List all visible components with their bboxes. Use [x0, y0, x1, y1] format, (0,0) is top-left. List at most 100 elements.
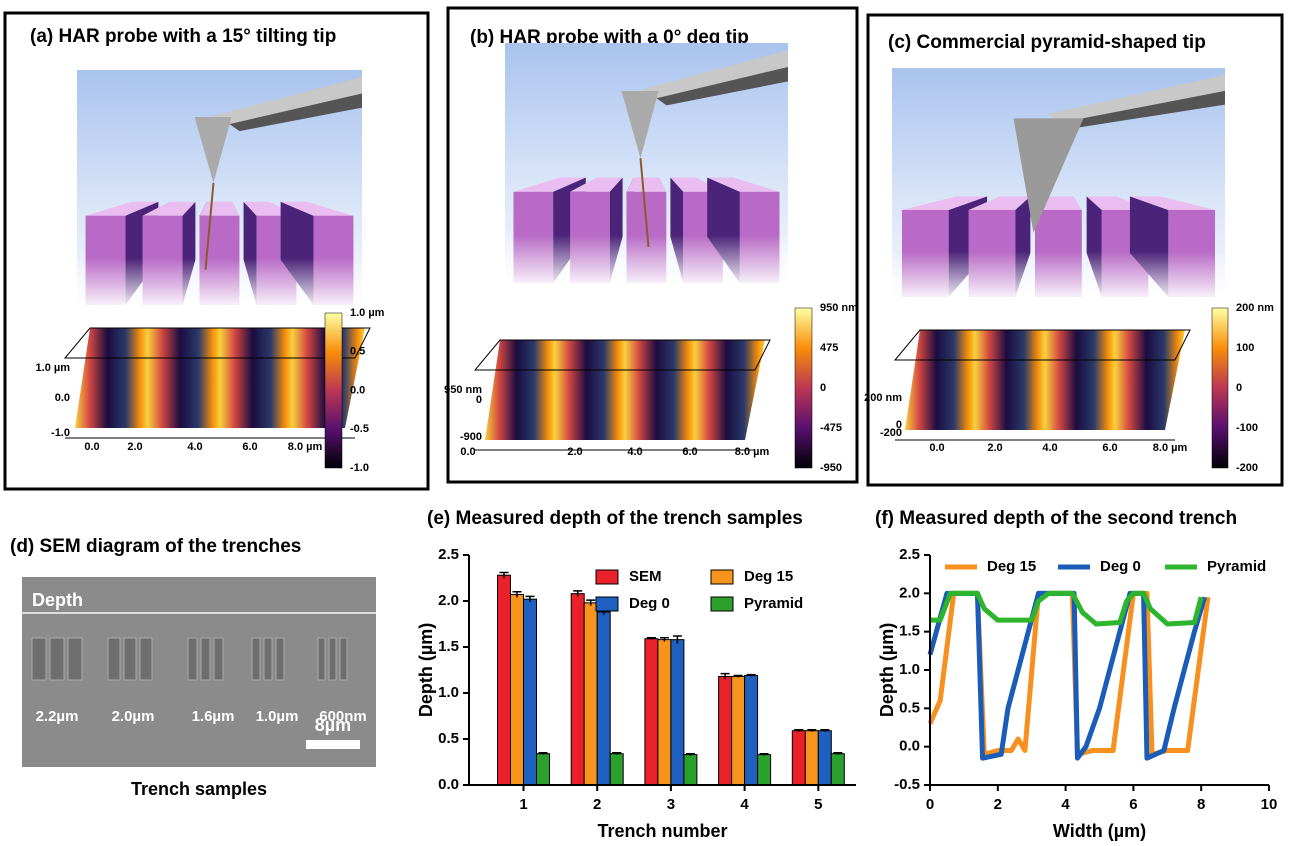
- panel-title: (a) HAR probe with a 15° tilting tip: [30, 26, 336, 47]
- block-top: [85, 201, 159, 216]
- error-bar: [720, 672, 730, 680]
- chart-title: (f) Measured depth of the second trench: [875, 508, 1237, 529]
- surface: [485, 340, 765, 440]
- error-bar: [612, 752, 622, 755]
- z-label: 950 nm: [444, 384, 482, 396]
- colorbar-label: 100: [1236, 342, 1254, 354]
- bar: [683, 754, 698, 786]
- panel-frame: [446, 6, 859, 484]
- sem-trench: [317, 637, 326, 681]
- sem-size: 2.2µm: [36, 708, 79, 725]
- error-bar: [794, 729, 804, 732]
- block-top: [901, 196, 988, 210]
- render-fade: [77, 258, 362, 305]
- line-series: [930, 590, 1204, 627]
- colorbar-label: -1.0: [350, 462, 369, 474]
- y-tick-label: 1.0: [899, 661, 920, 678]
- bar: [596, 611, 611, 786]
- x-axis-label: Trench number: [597, 821, 727, 841]
- colorbar-label: -0.5: [350, 423, 369, 435]
- sem-size: 1.0µm: [256, 708, 299, 725]
- y-tick-label: 2.0: [899, 584, 920, 601]
- x-tick-label: 6: [1129, 796, 1137, 813]
- y-tick-label: 1.5: [899, 623, 920, 640]
- y-axis-label: Depth (µm): [877, 623, 897, 717]
- probe-body: [621, 91, 659, 159]
- x-tick-label: 4: [740, 796, 749, 813]
- x-label: 0.0: [460, 446, 475, 458]
- legend-label: Deg 0: [629, 595, 670, 612]
- y-tick-label: 0.5: [899, 699, 920, 716]
- y-tick-label: 1.0: [438, 684, 459, 701]
- sem-trench: [200, 637, 211, 681]
- bar: [644, 638, 659, 786]
- colorbar-label: 950 nm: [820, 302, 858, 314]
- block-top: [707, 177, 780, 192]
- surface: [905, 330, 1185, 430]
- x-tick-label: 3: [667, 796, 675, 813]
- colorbar-label: 0: [820, 382, 826, 394]
- probe-needle: [204, 182, 215, 270]
- content: (a) HAR probe with a 15° tilting tip 1.0 …: [3, 6, 1284, 841]
- y-tick-label: 0.0: [438, 776, 459, 793]
- z-label: 0: [896, 419, 902, 431]
- y-tick-label: -0.5: [894, 776, 920, 793]
- colorbar: [324, 312, 343, 469]
- sem-trench: [49, 637, 65, 681]
- x-label: 6.0: [242, 441, 257, 453]
- block-top: [280, 201, 354, 216]
- panel-frame: [866, 13, 1284, 487]
- legend-swatch: [595, 569, 619, 585]
- bar: [497, 574, 511, 786]
- z-label: 200 nm: [864, 392, 902, 404]
- cantilever-top: [636, 50, 788, 101]
- error-bar: [573, 590, 583, 597]
- probe-tip: [1013, 118, 1084, 233]
- surface-box: [893, 329, 1191, 361]
- bar: [536, 753, 550, 786]
- error-bar: [525, 595, 535, 602]
- colorbar: [794, 307, 813, 469]
- z-label: 0.0: [55, 392, 70, 404]
- sem-size: 2.0µm: [112, 708, 155, 725]
- bar: [510, 594, 524, 786]
- x-label: 4.0: [1042, 442, 1057, 454]
- legend-label: Pyramid: [1207, 558, 1266, 575]
- error-bar: [538, 752, 548, 755]
- bar: [744, 675, 759, 786]
- bar: [609, 753, 624, 786]
- legend-label: Pyramid: [744, 595, 803, 612]
- error-bar: [586, 599, 596, 606]
- x-tick-label: 0: [926, 796, 934, 813]
- colorbar-label: -100: [1236, 422, 1258, 434]
- surface-box: [473, 339, 771, 371]
- sem-scale-bar: [306, 740, 360, 749]
- error-bar: [512, 591, 522, 598]
- block-top: [513, 177, 586, 192]
- sem-size: 1.6µm: [192, 708, 235, 725]
- block-top: [142, 201, 196, 216]
- y-tick-label: 2.0: [438, 592, 459, 609]
- y-axis-label: Depth (µm): [416, 623, 436, 717]
- render-fade: [892, 251, 1225, 297]
- block-top: [199, 201, 240, 216]
- sem-trench: [275, 637, 285, 681]
- render-fade: [505, 235, 788, 283]
- cantilever-top: [1048, 74, 1225, 123]
- x-label: 8.0 µm: [735, 446, 770, 458]
- sem-trench: [339, 637, 348, 681]
- block-top: [968, 196, 1031, 210]
- panel-frame: [3, 11, 430, 491]
- sem-size: 600nm: [319, 708, 367, 725]
- colorbar-label: -950: [820, 462, 842, 474]
- x-label: 4.0: [187, 441, 202, 453]
- z-label: -200: [880, 427, 902, 439]
- chart-title: (e) Measured depth of the trench samples: [427, 508, 803, 529]
- surface: [75, 328, 365, 428]
- legend-label: SEM: [629, 568, 662, 585]
- panel-title: (d) SEM diagram of the trenches: [10, 536, 301, 557]
- z-label: 0: [476, 394, 482, 406]
- line-series: [927, 590, 1207, 761]
- probe-needle: [639, 158, 650, 248]
- x-tick-label: 2: [994, 796, 1002, 813]
